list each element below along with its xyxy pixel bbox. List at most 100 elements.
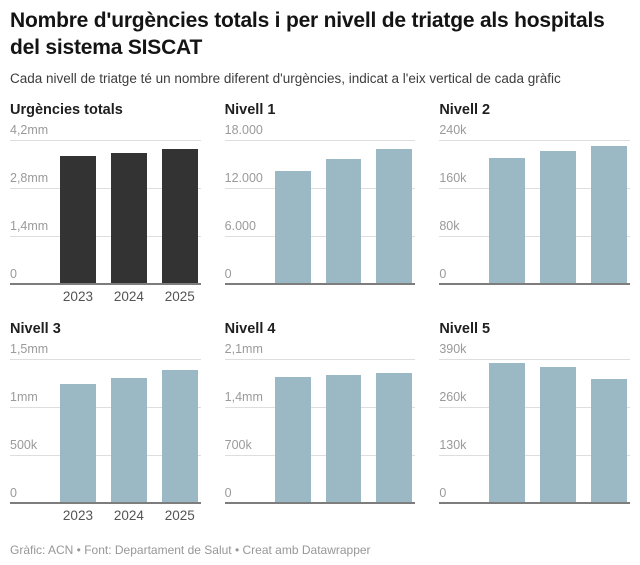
bar-2024[interactable] (325, 375, 362, 502)
y-tick-label: 130k (439, 438, 467, 453)
bar-2023[interactable] (274, 170, 311, 283)
y-tick-label: 390k (439, 342, 467, 357)
bar-2025[interactable] (161, 370, 198, 502)
bars-group (274, 141, 413, 283)
chart-panel-urg-ncies-totals: Urgències totals 0 1,4mm 2,8mm 4,2mm 2023 2024… (10, 101, 201, 307)
y-tick-label: 1,4mm (10, 219, 49, 234)
bar-2025[interactable] (376, 372, 413, 502)
x-tick-label: 2025 (164, 507, 195, 523)
gridline (10, 139, 201, 141)
bar-2024[interactable] (540, 366, 577, 502)
y-tick-label: 0 (224, 267, 232, 282)
chart-panel-nivell-4: Nivell 4 0 700k 1,4mm 2,1mm (224, 320, 416, 526)
y-tick-label: 6.000 (224, 219, 256, 234)
gridline (439, 235, 630, 237)
x-axis-line (439, 501, 630, 504)
chart-panel-nivell-1: Nivell 1 0 6.000 12.000 18.000 (224, 101, 416, 307)
y-tick-label: 500k (10, 438, 38, 453)
x-axis-labels: 2023 2024 2025 (60, 289, 198, 307)
gridline (10, 406, 201, 408)
panel-title: Nivell 5 (439, 320, 491, 337)
x-axis-line (439, 282, 630, 285)
bar-2023[interactable] (60, 155, 96, 283)
gridline (224, 406, 416, 408)
y-tick-label: 80k (439, 219, 460, 234)
gridline (10, 235, 201, 237)
panel-title: Nivell 1 (224, 101, 276, 118)
bar-2025[interactable] (376, 149, 413, 283)
page-subtitle: Cada nivell de triatge té un nombre dife… (10, 70, 561, 86)
y-tick-label: 2,1mm (224, 342, 263, 357)
y-tick-label: 1,5mm (10, 342, 49, 357)
footer-byline: Gràfic: ACN • Font: Departament de Salut… (10, 542, 371, 557)
x-tick-label: 2023 (62, 288, 93, 304)
gridline (439, 187, 630, 189)
gridline (224, 454, 416, 456)
y-tick-label: 12.000 (224, 171, 263, 186)
plot-area: 0 500k 1mm 1,5mm (10, 343, 201, 504)
x-tick-label: 2024 (113, 288, 144, 304)
x-axis-labels: 2023 2024 2025 (60, 508, 198, 526)
charts-grid: Urgències totals 0 1,4mm 2,8mm 4,2mm 2023 2024… (10, 101, 630, 526)
gridline (10, 187, 201, 189)
y-tick-label: 0 (439, 267, 447, 282)
panel-title: Urgències totals (10, 101, 123, 118)
x-axis-line (224, 501, 416, 504)
x-tick-label: 2023 (62, 507, 93, 523)
bar-2023[interactable] (274, 377, 311, 502)
x-axis-line (10, 501, 201, 504)
y-tick-label: 700k (224, 438, 252, 453)
gridline (439, 406, 630, 408)
plot-area: 0 1,4mm 2,8mm 4,2mm (10, 124, 201, 285)
plot-area: 0 6.000 12.000 18.000 (224, 124, 416, 285)
x-axis-line (224, 282, 416, 285)
y-tick-label: 4,2mm (10, 123, 49, 138)
plot-area: 0 80k 160k 240k (439, 124, 630, 285)
x-axis-line (10, 282, 201, 285)
bar-2025[interactable] (161, 148, 198, 283)
y-tick-label: 0 (439, 486, 447, 501)
bar-2024[interactable] (110, 152, 147, 283)
gridline (10, 454, 201, 456)
panel-title: Nivell 4 (224, 320, 276, 337)
y-tick-label: 1mm (10, 390, 38, 405)
gridline (224, 358, 416, 360)
gridline (224, 235, 416, 237)
gridline (439, 454, 630, 456)
bar-2024[interactable] (325, 158, 362, 283)
y-tick-label: 1,4mm (224, 390, 263, 405)
chart-panel-nivell-5: Nivell 5 0 130k 260k 390k (439, 320, 630, 526)
plot-area: 0 130k 260k 390k (439, 343, 630, 504)
bars-group (60, 360, 198, 502)
y-tick-label: 240k (439, 123, 467, 138)
panel-title: Nivell 2 (439, 101, 491, 118)
y-tick-label: 2,8mm (10, 171, 49, 186)
bars-group (60, 141, 198, 283)
bar-2024[interactable] (540, 151, 577, 283)
bars-group (489, 141, 627, 283)
bar-2025[interactable] (591, 146, 627, 283)
gridline (439, 139, 630, 141)
gridline (439, 358, 630, 360)
panel-title: Nivell 3 (10, 320, 61, 337)
x-tick-label: 2025 (164, 288, 195, 304)
page-title: Nombre d'urgències totals i per nivell d… (10, 9, 605, 59)
gridline (224, 187, 416, 189)
bar-2024[interactable] (110, 377, 147, 502)
chart-panel-nivell-2: Nivell 2 0 80k 160k 240k (439, 101, 630, 307)
bar-2023[interactable] (489, 363, 526, 502)
x-tick-label: 2024 (113, 507, 144, 523)
y-tick-label: 0 (224, 486, 232, 501)
y-tick-label: 0 (10, 486, 17, 501)
plot-area: 0 700k 1,4mm 2,1mm (224, 343, 416, 504)
y-tick-label: 260k (439, 390, 467, 405)
y-tick-label: 160k (439, 171, 467, 186)
bar-2025[interactable] (591, 378, 627, 502)
bar-2023[interactable] (60, 384, 96, 502)
y-tick-label: 0 (10, 267, 17, 282)
bars-group (274, 360, 413, 502)
bar-2023[interactable] (489, 157, 526, 283)
bars-group (489, 360, 627, 502)
chart-panel-nivell-3: Nivell 3 0 500k 1mm 1,5mm 2023 2024 2025 (10, 320, 201, 526)
gridline (224, 139, 416, 141)
